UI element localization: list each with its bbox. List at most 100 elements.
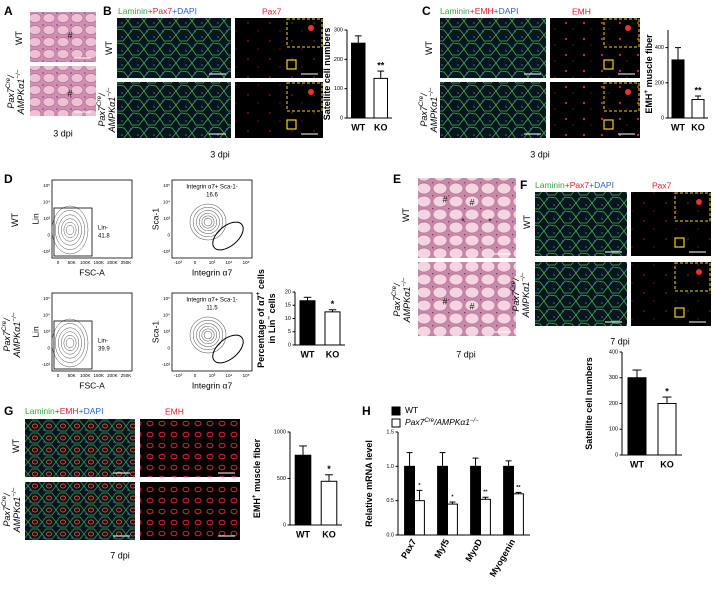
text-segment: / — [419, 92, 429, 97]
flow-x-tick-label: 10⁵ — [243, 260, 250, 265]
micrograph — [535, 192, 627, 256]
channel-label: EMH — [572, 6, 591, 16]
flow-x-tick-label: 100K — [80, 260, 91, 265]
flow-x-tick-label: 10⁵ — [243, 373, 250, 378]
text-segment: Laminin — [118, 6, 148, 16]
y-tick-label: 200 — [609, 401, 618, 407]
text-segment: −/− — [11, 312, 18, 321]
x-tick-label: WT — [351, 122, 365, 132]
y-axis-label: Relative mRNA level — [364, 440, 374, 527]
text-segment: −/− — [15, 69, 22, 78]
significance: * — [327, 464, 331, 474]
contour — [58, 214, 82, 246]
gate-label: Lin- — [98, 339, 108, 345]
y-tick-label: 1000 — [274, 429, 286, 435]
channel-label: Pax7 — [262, 6, 282, 16]
bar — [351, 42, 366, 119]
bar — [324, 311, 341, 346]
row-label: Pax7Cre/ — [391, 282, 402, 317]
text-segment: Laminin — [25, 406, 55, 416]
text-segment: Percentage of α7 — [256, 295, 266, 368]
flow-y-label: Lin — [30, 326, 40, 338]
image-mark: # — [442, 194, 447, 204]
gate-label: 16.6 — [206, 193, 218, 199]
inset-cell — [625, 25, 631, 31]
text-segment: AMPKα1 — [12, 497, 22, 534]
gate — [53, 207, 93, 257]
stain-label: Laminin+Pax7+DAPI — [118, 6, 197, 16]
panel-letter: C — [422, 4, 431, 18]
flow-y-tick-label: 10⁵ — [43, 183, 50, 188]
text-segment: EMH — [252, 498, 262, 518]
text-segment: +EMH — [55, 406, 79, 416]
flow-y-tick-label: 0 — [47, 233, 50, 238]
text-segment: Cre — [1, 320, 8, 331]
row-label: WT — [522, 215, 532, 229]
text-segment: +Pax7 — [148, 6, 173, 16]
panel-letter: H — [362, 404, 371, 418]
inset-source — [674, 307, 685, 318]
y-tick-label: 1.0 — [386, 464, 394, 470]
x-tick-label: WT — [296, 529, 310, 539]
y-tick-label: 0 — [661, 115, 664, 121]
panel-letter: D — [4, 172, 13, 186]
y-tick-label: 0 — [283, 522, 286, 528]
row-label: AMPKα1−/− — [15, 69, 26, 115]
flow-x-tick-label: 0 — [57, 260, 60, 265]
text-segment: + — [251, 494, 258, 498]
text-segment: Laminin — [440, 6, 470, 16]
text-segment: −/− — [106, 87, 113, 96]
flow-plot-frame — [171, 292, 253, 372]
text-segment: +DAPI — [494, 6, 519, 16]
x-tick-label: KO — [326, 349, 340, 359]
micrograph — [25, 482, 135, 540]
inset-frame — [674, 262, 711, 292]
contour — [199, 326, 217, 344]
flow-y-tick-label: 10⁴ — [163, 313, 170, 318]
text-segment: Laminin — [535, 180, 565, 190]
inset-cell — [696, 199, 702, 205]
gate-label: Integrin α7+ Sca-1- — [186, 298, 237, 304]
panel-letter: B — [103, 4, 112, 18]
flow-x-tick-label: 50K — [68, 373, 76, 378]
text-segment: Cre — [418, 95, 425, 106]
x-tick-label: WT — [301, 349, 315, 359]
flow-y-tick-label: 10³ — [43, 216, 50, 221]
flow-x-tick-label: 10³ — [209, 260, 216, 265]
flow-y-tick-label: 0 — [47, 346, 50, 351]
row-label: WT — [10, 213, 20, 227]
image-mark: # — [469, 197, 474, 207]
y-tick-label: 300 — [334, 27, 343, 33]
contour — [189, 203, 227, 241]
gate-label: 41.8 — [98, 234, 110, 240]
caption: 7 dpi — [110, 550, 130, 560]
x-tick-label: KO — [691, 122, 705, 132]
inset-source — [286, 59, 297, 70]
contour — [54, 210, 86, 250]
image-mark: # — [67, 30, 72, 40]
flow-x-tick-label: 0 — [194, 260, 197, 265]
x-tick-label: Myogenin — [488, 537, 518, 578]
text-segment: / — [97, 92, 107, 97]
y-tick-label: 0 — [615, 452, 618, 458]
contour — [51, 318, 89, 368]
text-segment: / — [6, 74, 16, 79]
text-segment: Satellite cell numbers — [584, 357, 594, 450]
inset-cell — [625, 89, 631, 95]
contour — [65, 225, 75, 235]
text-segment: Relative mRNA level — [364, 440, 374, 527]
flow-y-tick-label: 10³ — [43, 329, 50, 334]
significance: ** — [694, 85, 702, 95]
row-label: Pax7Cre/ — [1, 317, 12, 352]
text-segment: Cre — [391, 285, 398, 296]
flow-y-tick-label: -10³ — [162, 249, 171, 254]
flow-plot-frame — [171, 179, 253, 259]
bar — [513, 493, 524, 536]
micrograph — [440, 18, 546, 78]
row-label: WT — [401, 208, 411, 222]
micrograph — [550, 82, 640, 138]
text-segment: + — [643, 90, 650, 94]
text-segment: WT — [11, 439, 21, 453]
text-segment: −/− — [401, 277, 408, 286]
text-segment: −/− — [470, 418, 479, 424]
